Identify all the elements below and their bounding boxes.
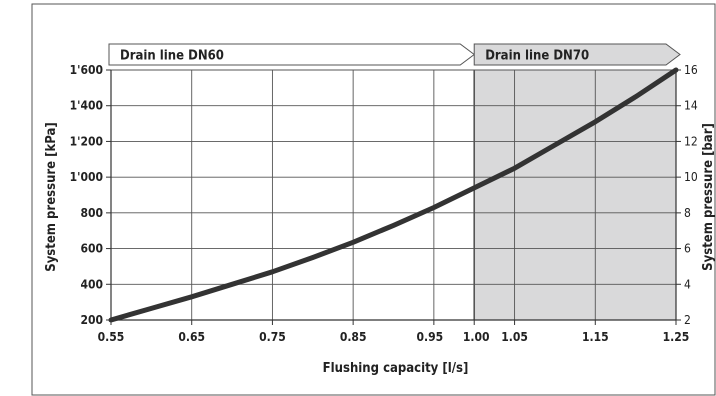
series-line-0 [108,67,679,323]
x-tick-label-4: 0.95 [417,330,444,344]
y2-tick-label-2: 6 [684,242,691,256]
x-tick-label-3: 0.85 [340,330,367,344]
region-banners: Drain line DN60 Drain line DN70 [108,43,681,66]
region-label-1: Drain line DN70 [485,49,589,64]
axes-layer [106,69,681,325]
x-tick-label-5: 1.00 [463,330,490,344]
y-tick-label-6: 1'400 [70,99,103,113]
x-tick-label-7: 1.15 [582,330,609,344]
y-tick-label-7: 1'600 [70,63,103,77]
x-axis-title: Flushing capacity [l/s] [323,361,469,376]
x-tick-label-2: 0.75 [259,330,286,344]
y-tick-label-2: 600 [80,242,103,256]
y-axis-title: System pressure [kPa] [44,122,59,271]
x-tick-label-1: 0.65 [178,330,205,344]
x-tick-label-6: 1.05 [501,330,528,344]
region-shade-1 [474,70,676,320]
series-layer [108,67,679,323]
region-banner-0 [108,43,476,66]
region-label-0: Drain line DN60 [120,49,224,64]
y-tick-label-0: 200 [80,313,103,327]
y2-axis-title: System pressure [bar] [701,123,716,271]
y2-tick-label-7: 16 [684,63,698,77]
grid-layer [111,69,676,320]
x-tick-label-0: 0.55 [98,330,125,344]
y-tick-label-5: 1'200 [70,134,103,148]
y2-tick-label-3: 8 [684,206,691,220]
y2-tick-label-1: 4 [684,277,691,291]
y-tick-label-3: 800 [80,206,103,220]
y2-tick-label-5: 12 [684,134,698,148]
y2-tick-label-6: 14 [684,99,698,113]
region-banner-1 [473,43,681,66]
shaded-region-layer [474,70,676,320]
axis-text-layer: 0.55 0.65 0.75 0.85 0.95 1.00 1.05 1.15 1.25 200 4… [44,63,716,376]
y-tick-label-1: 400 [80,277,103,291]
y-tick-label-4: 1'000 [70,170,103,184]
x-tick-label-8: 1.25 [663,330,690,344]
y2-tick-label-4: 10 [684,170,698,184]
y2-tick-label-0: 2 [684,313,691,327]
